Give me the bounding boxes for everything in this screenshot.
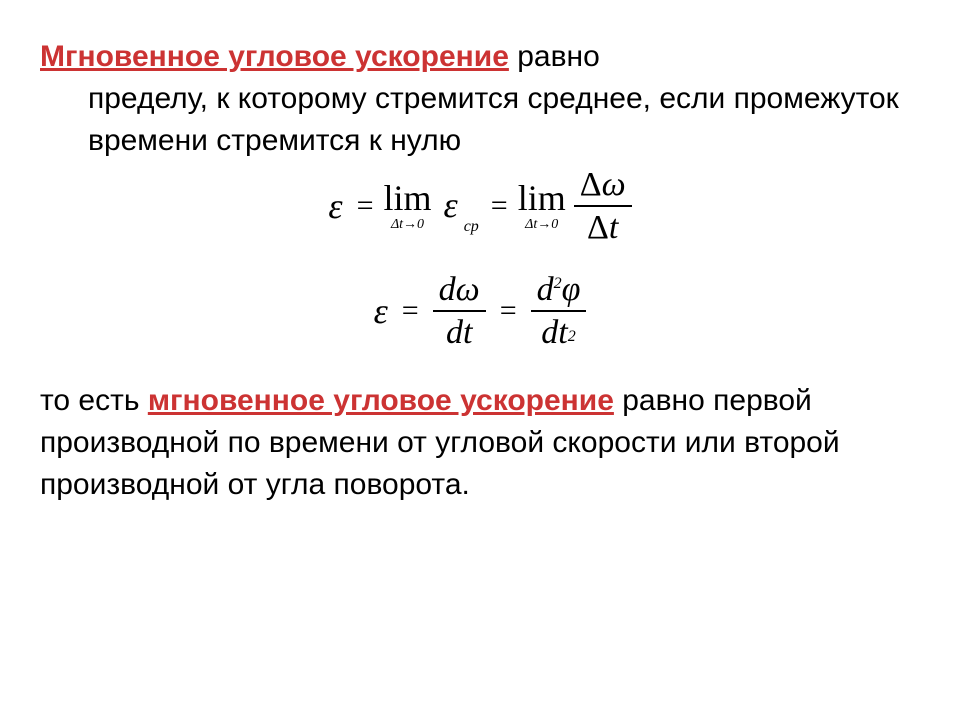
- cp-subscript: ср: [464, 218, 479, 235]
- epsilon-symbol: ε: [328, 181, 342, 231]
- paragraph-1: Мгновенное угловое ускорение равно преде…: [40, 36, 920, 162]
- t-1: t: [609, 209, 618, 246]
- denominator-dt: dt: [440, 312, 478, 351]
- equals-3: =: [402, 290, 419, 332]
- formula-limit-row: ε = lim Δt→0 εср = lim Δt→0 Δω Δt: [322, 166, 637, 247]
- fraction-delta-omega-t: Δω Δt: [574, 166, 632, 247]
- lim-block-1: lim Δt→0: [383, 180, 431, 232]
- denominator-delta-t: Δt: [581, 207, 624, 246]
- fraction-domega-dt: dω dt: [433, 271, 486, 352]
- slide-content: Мгновенное угловое ускорение равно преде…: [40, 36, 920, 506]
- omega-2: ω: [456, 271, 480, 308]
- para1-continuation: пределу, к которому стремится среднее, е…: [40, 78, 920, 162]
- omega-1: ω: [602, 166, 626, 203]
- numerator-d2phi: d2φ: [531, 271, 587, 312]
- t-3: t: [558, 314, 567, 351]
- d-3: d: [537, 271, 554, 308]
- sup2-1: 2: [554, 275, 562, 293]
- t-2: t: [463, 314, 472, 351]
- fraction-d2phi-dt2: d2φ dt2: [531, 271, 587, 352]
- lim-block-2: lim Δt→0: [518, 180, 566, 232]
- lim-text-1: lim: [383, 180, 431, 216]
- formula-limit: ε = lim Δt→0 εср = lim Δt→0 Δω Δt: [40, 166, 920, 247]
- sub2-1: 2: [568, 328, 576, 346]
- lim-text-2: lim: [518, 180, 566, 216]
- paragraph-2: то есть мгновенное угловое ускорение рав…: [40, 380, 920, 506]
- para2-start: то есть: [40, 384, 148, 417]
- d-2: d: [446, 314, 463, 351]
- para1-rest: равно: [509, 40, 600, 73]
- equals-1: =: [357, 185, 374, 227]
- equals-4: =: [500, 290, 517, 332]
- lim-sub-2: Δt→0: [525, 218, 558, 232]
- epsilon-cp: εср: [438, 180, 479, 232]
- epsilon-cp-main: ε: [444, 185, 458, 225]
- formula-derivative-row: ε = dω dt = d2φ dt2: [368, 271, 593, 352]
- lim-sub-1: Δt→0: [391, 218, 424, 232]
- delta-1: Δ: [580, 166, 602, 203]
- formula-derivative: ε = dω dt = d2φ dt2: [40, 271, 920, 352]
- equals-2: =: [491, 185, 508, 227]
- denominator-dt2: dt2: [535, 312, 581, 351]
- d-4: d: [541, 314, 558, 351]
- numerator-domega: dω: [433, 271, 486, 312]
- numerator-delta-omega: Δω: [574, 166, 632, 207]
- term-instantaneous-angular-acceleration: Мгновенное угловое ускорение: [40, 40, 509, 73]
- phi: φ: [562, 271, 581, 308]
- delta-2: Δ: [587, 209, 609, 246]
- term-instantaneous-angular-acceleration-2: мгновенное угловое ускорение: [148, 384, 614, 417]
- epsilon-symbol-2: ε: [374, 286, 388, 336]
- d-1: d: [439, 271, 456, 308]
